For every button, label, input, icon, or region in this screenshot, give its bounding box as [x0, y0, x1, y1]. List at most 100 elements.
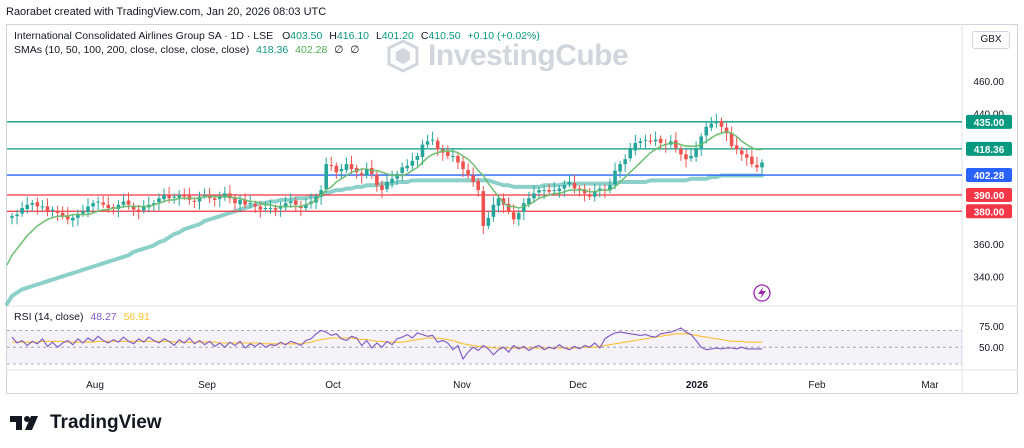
candle-body [136, 209, 141, 212]
candle-body [390, 178, 394, 183]
candle-body [324, 164, 328, 190]
candle-body [648, 140, 653, 142]
candle-body [547, 190, 551, 192]
candle-body [552, 190, 557, 192]
x-tick-label: Mar [921, 380, 939, 391]
symbol-title: International Consolidated Airlines Grou… [14, 30, 274, 42]
candle-body [126, 200, 131, 205]
ohlc-close-label: C [420, 30, 429, 42]
candle-body [481, 191, 486, 226]
watermark-text: InvestingCube [428, 39, 629, 72]
candle-body [608, 185, 612, 191]
candle-body [101, 202, 106, 205]
x-tick-label: Oct [325, 380, 341, 391]
sma-value-50: 402.28 [295, 44, 328, 56]
candle-body [456, 155, 460, 163]
candle-body [273, 208, 278, 210]
candle-body [349, 164, 354, 169]
sma-value-10: 418.36 [256, 44, 289, 56]
x-tick-label: Sep [198, 380, 216, 391]
rsi-band [7, 330, 962, 364]
candle-body [501, 198, 506, 205]
candle-body [30, 203, 35, 205]
ohlc-low-value: 401.20 [381, 30, 414, 42]
candle-body [755, 165, 759, 168]
candle-body [10, 216, 14, 218]
candle-body [613, 170, 617, 185]
rsi-tick-label: 50.00 [979, 343, 1004, 354]
candle-body [633, 142, 638, 151]
candle-body [729, 133, 734, 147]
candle-body [359, 173, 364, 176]
candle-body [263, 208, 268, 210]
candle-body [562, 185, 567, 189]
candle-body [496, 198, 501, 206]
candle-body [217, 196, 222, 199]
attribution-text: Raorabet created with TradingView.com, J… [6, 6, 327, 18]
sma-value-100: ∅ [334, 44, 344, 56]
level-price-tag [966, 114, 1012, 129]
candle-body [623, 159, 627, 165]
y-tick-label: 340.00 [973, 272, 1004, 283]
candle-body [202, 195, 207, 197]
candle-body [734, 145, 739, 150]
candle-body [385, 182, 389, 190]
candle-body [425, 141, 430, 145]
sma-slow-line [5, 173, 764, 306]
candle-body [714, 121, 719, 124]
level-price-label: 435.00 [974, 118, 1005, 129]
level-price-label: 390.00 [974, 191, 1005, 202]
ohlc-open-label: O [282, 30, 291, 42]
tradingview-brand: TradingView [10, 412, 162, 434]
candle-body [750, 156, 754, 165]
rsi-ma-line [12, 333, 762, 349]
candle-body [344, 164, 349, 170]
candle-body [223, 193, 227, 198]
candle-body [582, 189, 587, 194]
candle-body [238, 199, 242, 205]
candle-body [699, 136, 703, 150]
rsi-ma-value: 56.91 [123, 311, 150, 323]
candle-body [364, 168, 369, 176]
candle-body [400, 167, 405, 173]
candle-body [446, 151, 450, 156]
symbol-legend: International Consolidated Airlines Grou… [14, 30, 540, 42]
sma-label: SMAs (10, 50, 100, 200, close, close, cl… [14, 44, 250, 56]
candle-body [587, 194, 592, 197]
candle-body [430, 139, 435, 141]
candle-body [532, 193, 536, 199]
x-tick-label: Nov [453, 380, 471, 391]
x-tick-label: Aug [86, 380, 104, 391]
x-tick-label: 2026 [686, 380, 709, 391]
candle-body [334, 165, 339, 173]
candle-body [106, 204, 111, 209]
candle-body [658, 138, 663, 143]
ohlc-high-value: 416.10 [336, 30, 370, 42]
brand-name: TradingView [50, 412, 162, 433]
candle-body [395, 173, 399, 179]
candle-body [121, 201, 126, 205]
candle-body [116, 204, 121, 210]
candle-body [572, 182, 577, 189]
candle-body [679, 148, 683, 155]
ohlc-high-label: H [329, 30, 337, 42]
candle-body [329, 165, 334, 167]
candle-body [50, 209, 55, 211]
candle-body [293, 200, 298, 205]
y-tick-label: 460.00 [973, 77, 1004, 88]
candle-body [724, 127, 729, 134]
candle-body [212, 198, 217, 200]
candle-body [461, 161, 465, 169]
currency-button[interactable]: GBX [972, 31, 1010, 49]
candle-body [709, 123, 714, 128]
candle-body [157, 198, 161, 203]
price-change: +0.10 (+0.02%) [467, 30, 540, 42]
candle-body [760, 162, 764, 168]
candle-body [177, 195, 182, 198]
sma-value-200: ∅ [350, 44, 360, 56]
candle-body [522, 203, 526, 212]
rsi-legend: RSI (14, close) 48.27 56.91 [14, 311, 150, 323]
candle-body [476, 181, 481, 191]
candle-body [506, 203, 511, 212]
candle-body [86, 206, 90, 213]
